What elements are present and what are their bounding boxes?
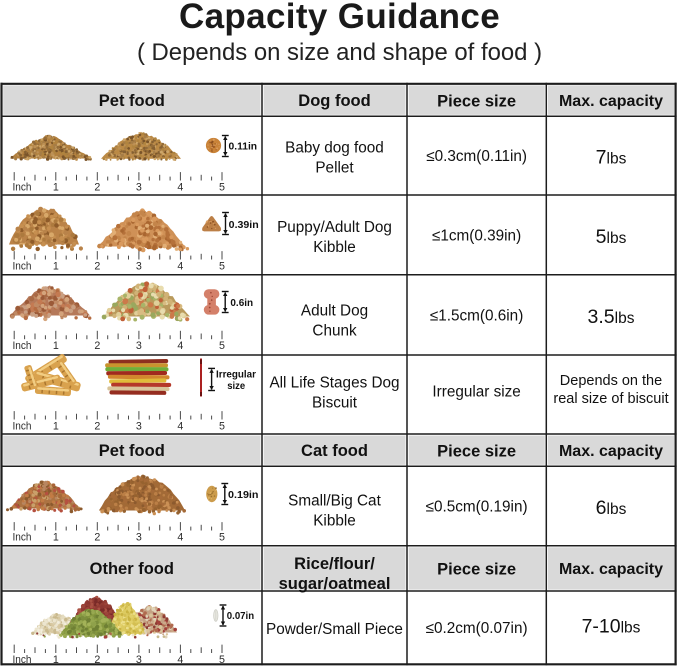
svg-text:Max. capacity: Max. capacity bbox=[559, 93, 663, 110]
svg-text:Rice/flour/: Rice/flour/ bbox=[294, 555, 375, 573]
svg-text:4: 4 bbox=[177, 261, 183, 273]
svg-text:2: 2 bbox=[94, 182, 100, 194]
svg-text:Depends on the: Depends on the bbox=[560, 373, 662, 389]
svg-text:Baby dog food: Baby dog food bbox=[285, 140, 384, 157]
svg-text:0.39in: 0.39in bbox=[229, 220, 259, 231]
svg-text:Cat food: Cat food bbox=[301, 442, 368, 460]
svg-text:7lbs: 7lbs bbox=[596, 147, 627, 169]
svg-text:Piece size: Piece size bbox=[437, 561, 516, 579]
svg-text:Adult Dog: Adult Dog bbox=[301, 302, 368, 319]
svg-text:4: 4 bbox=[177, 340, 183, 352]
svg-text:7-10lbs: 7-10lbs bbox=[582, 616, 641, 638]
svg-text:5: 5 bbox=[219, 340, 225, 352]
svg-text:5: 5 bbox=[219, 421, 225, 433]
svg-text:Inch: Inch bbox=[13, 532, 32, 544]
svg-text:Small/Big Cat: Small/Big Cat bbox=[288, 493, 381, 510]
svg-text:Kibble: Kibble bbox=[313, 239, 356, 256]
svg-text:Other food: Other food bbox=[90, 560, 174, 578]
svg-text:Dog food: Dog food bbox=[298, 92, 370, 110]
svg-text:Max. capacity: Max. capacity bbox=[559, 561, 663, 578]
svg-text:0.07in: 0.07in bbox=[227, 611, 254, 622]
svg-text:≤1.5cm(0.6in): ≤1.5cm(0.6in) bbox=[430, 307, 523, 324]
svg-text:Max. capacity: Max. capacity bbox=[559, 443, 663, 460]
svg-text:Pet food: Pet food bbox=[99, 92, 165, 110]
svg-text:6lbs: 6lbs bbox=[596, 497, 627, 519]
svg-text:real size of biscuit: real size of biscuit bbox=[553, 391, 668, 407]
svg-text:5: 5 bbox=[219, 261, 225, 273]
svg-text:Pellet: Pellet bbox=[315, 160, 354, 177]
svg-text:1: 1 bbox=[53, 532, 59, 544]
svg-text:1: 1 bbox=[53, 654, 59, 666]
svg-text:3: 3 bbox=[136, 340, 142, 352]
svg-text:4: 4 bbox=[177, 532, 183, 544]
svg-text:Piece size: Piece size bbox=[437, 92, 516, 110]
svg-text:0.19in: 0.19in bbox=[228, 490, 259, 501]
svg-text:1: 1 bbox=[53, 182, 59, 194]
svg-text:Biscuit: Biscuit bbox=[312, 395, 358, 412]
svg-text:3: 3 bbox=[136, 182, 142, 194]
svg-text:Inch: Inch bbox=[13, 421, 32, 433]
svg-text:≤0.2cm(0.07in): ≤0.2cm(0.07in) bbox=[426, 620, 528, 637]
svg-text:5lbs: 5lbs bbox=[596, 226, 627, 248]
svg-text:3.5lbs: 3.5lbs bbox=[588, 306, 635, 328]
svg-text:5: 5 bbox=[219, 182, 225, 194]
svg-text:4: 4 bbox=[177, 421, 183, 433]
svg-text:0.11in: 0.11in bbox=[229, 142, 258, 153]
svg-text:0.6in: 0.6in bbox=[230, 298, 253, 309]
svg-text:1: 1 bbox=[53, 340, 59, 352]
svg-text:3: 3 bbox=[136, 421, 142, 433]
svg-text:2: 2 bbox=[94, 654, 100, 666]
svg-text:1: 1 bbox=[53, 421, 59, 433]
svg-text:1: 1 bbox=[53, 261, 59, 273]
svg-text:Piece size: Piece size bbox=[437, 442, 516, 460]
svg-text:4: 4 bbox=[177, 654, 183, 666]
svg-text:2: 2 bbox=[94, 421, 100, 433]
svg-text:Powder/Small Piece: Powder/Small Piece bbox=[266, 621, 403, 638]
svg-text:sugar/oatmeal: sugar/oatmeal bbox=[279, 575, 391, 593]
svg-text:4: 4 bbox=[177, 182, 183, 194]
svg-text:2: 2 bbox=[94, 261, 100, 273]
svg-text:5: 5 bbox=[219, 532, 225, 544]
svg-text:3: 3 bbox=[136, 261, 142, 273]
svg-text:≤0.3cm(0.11in): ≤0.3cm(0.11in) bbox=[426, 148, 527, 165]
svg-text:2: 2 bbox=[94, 340, 100, 352]
svg-text:All Life Stages Dog: All Life Stages Dog bbox=[269, 375, 399, 392]
svg-text:2: 2 bbox=[94, 532, 100, 544]
svg-text:Inch: Inch bbox=[13, 340, 32, 352]
svg-text:Inch: Inch bbox=[13, 261, 32, 273]
svg-text:3: 3 bbox=[136, 532, 142, 544]
svg-text:Irregular: Irregular bbox=[216, 369, 256, 381]
svg-text:Pet food: Pet food bbox=[99, 442, 165, 460]
svg-text:Chunk: Chunk bbox=[312, 322, 357, 339]
svg-text:Kibble: Kibble bbox=[313, 513, 356, 530]
svg-text:≤0.5cm(0.19in): ≤0.5cm(0.19in) bbox=[426, 499, 528, 516]
svg-text:Inch: Inch bbox=[13, 182, 32, 194]
svg-text:Inch: Inch bbox=[13, 654, 32, 666]
svg-text:Irregular size: Irregular size bbox=[432, 384, 520, 401]
svg-text:Puppy/Adult Dog: Puppy/Adult Dog bbox=[277, 219, 392, 236]
svg-text:3: 3 bbox=[136, 654, 142, 666]
svg-text:size: size bbox=[227, 380, 245, 392]
svg-text:≤1cm(0.39in): ≤1cm(0.39in) bbox=[432, 227, 521, 244]
svg-text:5: 5 bbox=[219, 654, 225, 666]
